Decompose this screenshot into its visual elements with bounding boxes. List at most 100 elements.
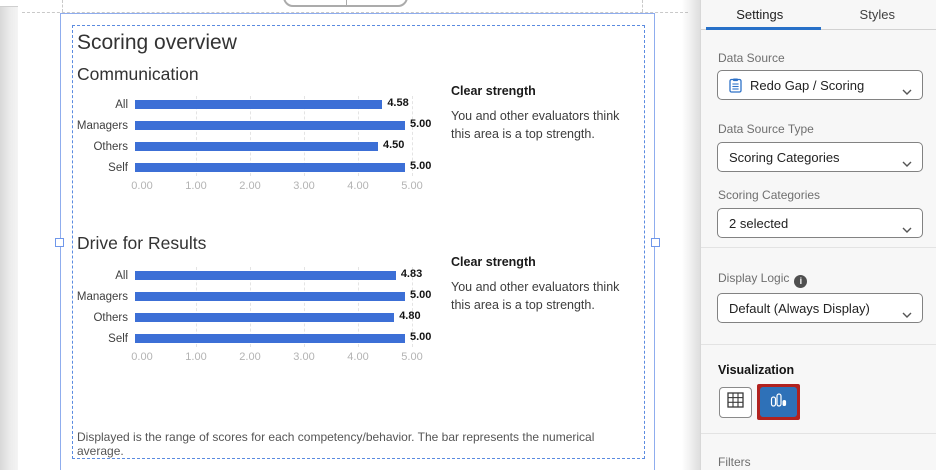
bar-chart-icon (769, 392, 788, 413)
chart-title-communication: Communication (77, 64, 199, 84)
chart-plot: 5.00 (135, 157, 445, 178)
chart-row: Others 4.80 (76, 307, 476, 328)
x-axis-tick: 0.00 (131, 351, 153, 363)
visualization-options (719, 384, 800, 420)
chart-row: All 4.83 (76, 265, 476, 286)
chart-gridlines (76, 265, 476, 349)
annotation-body: You and other evaluators think this area… (451, 109, 620, 142)
category-label: Self (108, 161, 128, 174)
data-source-value: Redo Gap / Scoring (750, 77, 865, 93)
page-margin-guide (22, 12, 688, 13)
gridline (196, 267, 197, 347)
chart-plot: 4.50 (135, 136, 445, 157)
annotation-body: You and other evaluators think this area… (451, 280, 620, 313)
bar-chart-visualization-button[interactable] (760, 387, 797, 417)
chart-row: Others 4.50 (76, 136, 476, 157)
chart-bar (135, 163, 405, 172)
chart-plot: 5.00 (135, 286, 445, 307)
table-icon (727, 391, 744, 413)
x-axis-tick: 4.00 (347, 351, 369, 363)
chevron-down-icon (902, 155, 912, 170)
gridline (304, 267, 305, 347)
selected-block-outline[interactable] (55, 13, 660, 470)
value-label: 4.83 (400, 268, 423, 280)
x-axis-tick: 1.00 (185, 351, 207, 363)
gridline (250, 96, 251, 176)
gridline (412, 96, 413, 176)
data-source-type-value: Scoring Categories (729, 149, 840, 165)
chart-bar (135, 142, 378, 151)
gridline (250, 267, 251, 347)
chart-bar (135, 292, 405, 301)
category-label: Managers (76, 290, 128, 303)
filters-label: Filters (718, 455, 751, 469)
chart-bar (135, 313, 395, 322)
category-label: Self (108, 332, 128, 345)
chart-plot: 5.00 (135, 115, 445, 136)
chart-row: Managers 5.00 (76, 286, 476, 307)
gridline (412, 267, 413, 347)
report-block[interactable]: Scoring overview Communication All 4.58 Ma… (72, 25, 645, 459)
tab-settings[interactable]: Settings (736, 7, 784, 22)
floating-toolbar[interactable] (283, 0, 408, 7)
panel-edge-shadow (682, 0, 700, 470)
data-source-type-dropdown[interactable]: Scoring Categories (717, 142, 923, 172)
block-title: Scoring overview (77, 31, 237, 54)
selected-visualization-highlight (757, 384, 800, 420)
toolbar-divider (345, 0, 347, 5)
section-divider (701, 433, 936, 434)
chart-row: Managers 5.00 (76, 115, 476, 136)
settings-panel: Settings Styles Data Source Redo Gap / S… (700, 0, 936, 470)
value-label: 5.00 (410, 160, 432, 172)
chart-plot: 4.83 (135, 265, 445, 286)
chart-gridlines (76, 94, 476, 178)
chevron-down-icon (902, 83, 912, 98)
info-icon[interactable]: i (794, 275, 808, 288)
chart-row: Self 5.00 (76, 157, 476, 178)
tab-styles[interactable]: Styles (859, 7, 895, 22)
display-logic-label: Display Logic i (718, 271, 808, 288)
chevron-down-icon (902, 221, 912, 236)
resize-handle-right[interactable] (651, 238, 660, 247)
chart-bar (135, 271, 396, 280)
chart-row: Self 5.00 (76, 328, 476, 349)
bar-chart-drive-for-results: All 4.83 Managers 5.00 Others 4.80 Self 5.00 0.0… (76, 265, 476, 365)
scoring-categories-label: Scoring Categories (718, 188, 821, 202)
data-source-type-label: Data Source Type (718, 122, 814, 136)
x-axis: 0.00 1.00 2.00 3.00 4.00 5.00 (131, 349, 432, 365)
x-axis-tick: 1.00 (185, 180, 207, 192)
value-label: 4.80 (399, 310, 421, 322)
gridline (358, 267, 359, 347)
x-axis-tick: 5.00 (401, 180, 423, 192)
chart-plot: 4.80 (135, 307, 445, 328)
x-axis: 0.00 1.00 2.00 3.00 4.00 5.00 (131, 178, 432, 194)
panel-tabs: Settings Styles (701, 0, 936, 30)
table-visualization-button[interactable] (719, 386, 752, 418)
x-axis-tick: 2.00 (239, 180, 261, 192)
category-label: Others (93, 311, 128, 324)
annotation-heading: Clear strength (451, 255, 536, 269)
scoring-categories-dropdown[interactable]: 2 selected (717, 208, 923, 238)
section-divider (701, 344, 936, 345)
gridline (196, 96, 197, 176)
survey-icon (729, 78, 742, 93)
resize-handle-left[interactable] (55, 238, 64, 247)
chart-plot: 5.00 (135, 328, 445, 349)
data-source-dropdown[interactable]: Redo Gap / Scoring (717, 70, 923, 100)
chart-bar (135, 121, 405, 130)
value-label: 4.50 (383, 139, 405, 151)
category-label: All (115, 269, 128, 282)
visualization-label: Visualization (718, 363, 795, 377)
chart-title-drive-for-results: Drive for Results (77, 233, 207, 253)
display-logic-dropdown[interactable]: Default (Always Display) (717, 293, 923, 323)
gridline (358, 96, 359, 176)
display-logic-label-text: Display Logic (718, 271, 790, 285)
bar-chart-communication: All 4.58 Managers 5.00 Others 4.50 Self 5.00 0.0… (76, 94, 476, 194)
category-label: Managers (76, 119, 128, 132)
chart-bar (135, 100, 383, 109)
data-source-label: Data Source (718, 51, 785, 65)
x-axis-tick: 3.00 (293, 180, 315, 192)
chart-row: All 4.58 (76, 94, 476, 115)
x-axis-tick: 3.00 (293, 351, 315, 363)
